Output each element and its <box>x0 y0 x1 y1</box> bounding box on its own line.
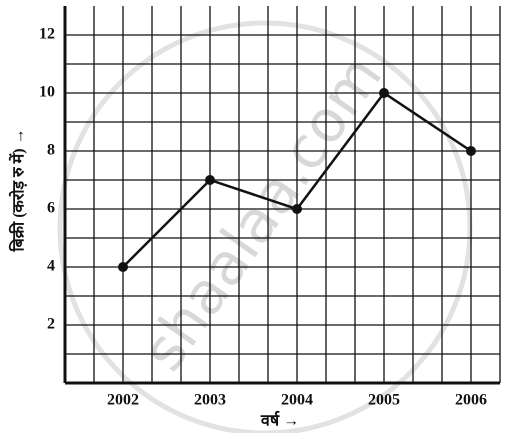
y-tick-label: 4 <box>47 258 55 275</box>
x-tick-label: 2006 <box>455 392 487 409</box>
y-axis-label: बिक्री (करोड़ रु में) → <box>9 128 28 252</box>
x-tick-label: 2003 <box>194 392 226 409</box>
x-tick-label: 2005 <box>368 392 400 409</box>
point <box>205 175 215 185</box>
x-axis-label: वर्ष → <box>260 411 299 430</box>
y-tick-label: 6 <box>47 200 55 217</box>
y-tick-label: 10 <box>39 84 55 101</box>
point <box>466 146 476 156</box>
watermark-ring <box>57 20 473 433</box>
point <box>292 204 302 214</box>
y-tick-label: 12 <box>39 26 55 43</box>
x-tick-label: 2002 <box>107 392 139 409</box>
x-tick-label: 2004 <box>281 392 313 409</box>
point <box>118 262 128 272</box>
point <box>379 88 389 98</box>
y-tick-label: 8 <box>47 142 55 159</box>
y-tick-label: 2 <box>47 316 55 333</box>
